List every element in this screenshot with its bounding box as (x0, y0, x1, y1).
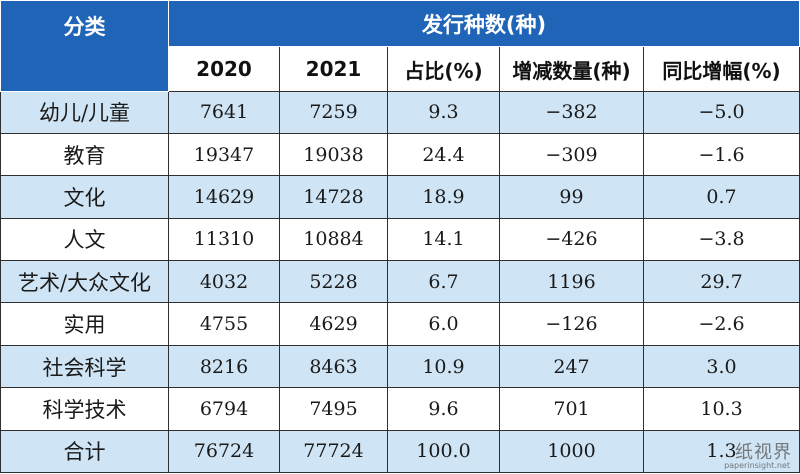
row-category: 实用 (0, 302, 169, 346)
cell-2020: 4032 (168, 260, 280, 304)
cell-2021: 5228 (279, 260, 388, 304)
cell-2021: 77724 (279, 429, 388, 474)
cell-change: −126 (499, 302, 644, 346)
cell-2021: 8463 (279, 344, 388, 389)
cell-share: 6.0 (387, 302, 500, 346)
column-header-growth: 同比增幅(%) (642, 46, 800, 92)
cell-2020: 11310 (168, 217, 280, 262)
table-row: 社会科学 8216 8463 10.9 247 3.0 (0, 344, 800, 389)
cell-2021: 10884 (279, 217, 388, 262)
cell-2020: 76724 (168, 429, 280, 474)
cell-growth: −2.6 (642, 302, 800, 346)
group-header: 发行种数(种) (167, 0, 800, 48)
cell-2020: 8216 (168, 344, 280, 389)
table-row: 文化 14629 14728 18.9 99 0.7 (0, 175, 800, 219)
cell-share: 9.3 (387, 90, 500, 135)
row-category: 幼儿/儿童 (0, 90, 169, 135)
cell-change: 247 (499, 344, 644, 389)
row-category: 文化 (0, 175, 169, 219)
cell-share: 18.9 (387, 175, 500, 219)
row-category: 科学技术 (0, 387, 169, 431)
cell-2020: 7641 (168, 90, 280, 135)
cell-growth: 10.3 (642, 387, 800, 431)
cell-growth: 0.7 (642, 175, 800, 219)
table-row: 科学技术 6794 7495 9.6 701 10.3 (0, 387, 800, 431)
category-header: 分类 (0, 0, 169, 92)
cell-growth: −3.8 (642, 217, 800, 262)
table-row: 实用 4755 4629 6.0 −126 −2.6 (0, 302, 800, 346)
cell-2021: 14728 (279, 175, 388, 219)
cell-2020: 6794 (168, 387, 280, 431)
row-category: 合计 (0, 429, 169, 474)
cell-share: 9.6 (387, 387, 500, 431)
cell-change: −309 (499, 133, 644, 177)
cell-share: 24.4 (387, 133, 500, 177)
table-row: 艺术/大众文化 4032 5228 6.7 1196 29.7 (0, 260, 800, 304)
cell-2021: 7259 (279, 90, 388, 135)
cell-change: 1196 (499, 260, 644, 304)
cell-growth: −5.0 (642, 90, 800, 135)
header-row-2: 2020 2021 占比(%) 增减数量(种) 同比增幅(%) (1, 46, 800, 92)
cell-share: 6.7 (387, 260, 500, 304)
table-row: 人文 11310 10884 14.1 −426 −3.8 (0, 217, 800, 262)
cell-2021: 4629 (279, 302, 388, 346)
cell-change: −426 (499, 217, 644, 262)
cell-growth: −1.6 (642, 133, 800, 177)
column-header-change: 增减数量(种) (499, 46, 644, 92)
cell-change: −382 (499, 90, 644, 135)
row-category: 社会科学 (0, 344, 169, 389)
column-header-2020: 2020 (168, 46, 280, 92)
cell-growth: 29.7 (642, 260, 800, 304)
cell-2020: 4755 (168, 302, 280, 346)
cell-growth: 1.3 (642, 429, 800, 474)
watermark-text: 纸视界 (735, 442, 792, 463)
cell-change: 701 (499, 387, 644, 431)
column-header-share: 占比(%) (387, 46, 500, 92)
cell-2021: 19038 (279, 133, 388, 177)
table-row: 幼儿/儿童 7641 7259 9.3 −382 −5.0 (0, 90, 800, 135)
total-row: 合计 76724 77724 100.0 1000 1.3 (0, 429, 800, 474)
cell-growth: 3.0 (642, 344, 800, 389)
cell-change: 99 (499, 175, 644, 219)
row-category: 艺术/大众文化 (0, 260, 169, 304)
cell-2020: 19347 (168, 133, 280, 177)
cell-2021: 7495 (279, 387, 388, 431)
cell-share: 100.0 (387, 429, 500, 474)
header-row-1: 分类 发行种数(种) (0, 0, 800, 92)
watermark-url: paperinsight.net (724, 461, 790, 470)
cell-2020: 14629 (168, 175, 280, 219)
cell-share: 10.9 (387, 344, 500, 389)
cell-change: 1000 (499, 429, 644, 474)
row-category: 人文 (0, 217, 169, 262)
column-header-2021: 2021 (279, 46, 388, 92)
cell-share: 14.1 (387, 217, 500, 262)
table-row: 教育 19347 19038 24.4 −309 −1.6 (0, 133, 800, 177)
row-category: 教育 (0, 133, 169, 177)
watermark-logo: 纸视界 paperinsight.net (702, 434, 792, 470)
